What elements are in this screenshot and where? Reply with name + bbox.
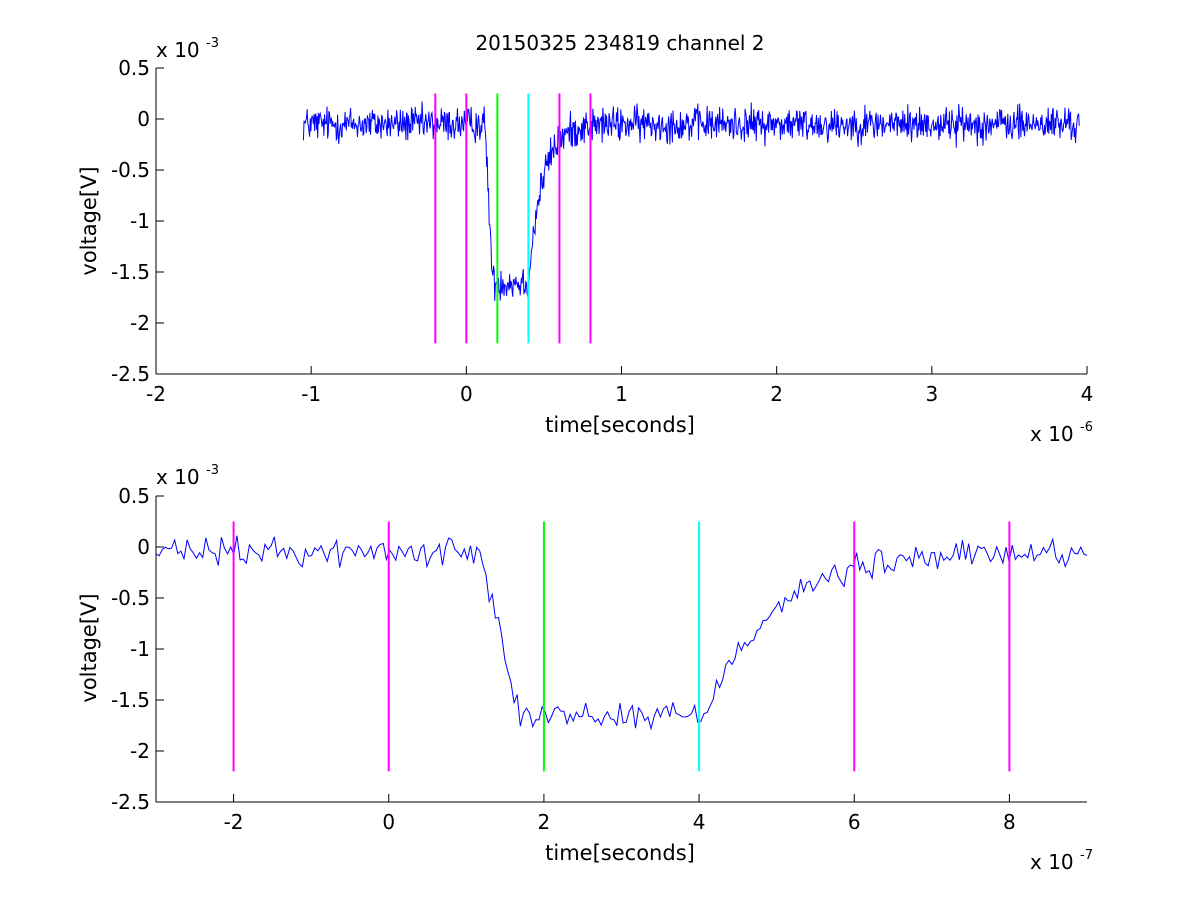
top-y-multiplier: x 10 <box>156 38 200 62</box>
bottom-y-axis-label: voltage[V] <box>77 593 101 702</box>
top-y-tick-label: -1 <box>130 209 150 233</box>
top-x-tick-label: -1 <box>301 382 321 406</box>
bottom-x-tick-label: 4 <box>693 810 706 834</box>
bottom-y-tick-label: -2.5 <box>111 790 150 814</box>
bottom-x-tick-label: 8 <box>1003 810 1016 834</box>
bottom-y-tick-label: -1.5 <box>111 688 150 712</box>
bottom-x-tick-label: 2 <box>538 810 551 834</box>
top-y-tick-label: 0.5 <box>118 56 150 80</box>
bottom-x-exponent: -7 <box>1080 848 1093 863</box>
bottom-y-tick-label: 0.5 <box>118 484 150 508</box>
top-y-tick-label: -2 <box>130 311 150 335</box>
bottom-x-tick-label: 6 <box>848 810 861 834</box>
top-y-axis-label: voltage[V] <box>77 166 101 275</box>
top-x-tick-label: 2 <box>770 382 783 406</box>
bottom-axes-layer <box>155 496 1087 803</box>
top-y-exponent: -3 <box>206 36 219 51</box>
bottom-marker-layer <box>232 521 1011 772</box>
top-x-axis-label: time[seconds] <box>545 413 695 437</box>
top-y-tick-label: -2.5 <box>111 362 150 386</box>
top-x-tick-label: 4 <box>1081 382 1094 406</box>
top-y-tick-label: -1.5 <box>111 260 150 284</box>
bottom-y-tick-label: -1 <box>130 637 150 661</box>
bottom-x-tick-label: 0 <box>382 810 395 834</box>
bottom-y-tick-label: 0 <box>137 535 150 559</box>
top-x-tick-label: 0 <box>460 382 473 406</box>
bottom-trace-layer <box>155 535 1088 731</box>
top-x-tick-label: -2 <box>146 382 166 406</box>
bottom-y-multiplier: x 10 <box>156 465 200 489</box>
top-x-exponent-label: x 10 -6 <box>1030 420 1093 446</box>
bottom-tick-layer: -2 0 2 4 6 8 -2.5 -2 -1.5 -1 -0.5 0 0.5 <box>111 484 1016 834</box>
bottom-y-tick-label: -0.5 <box>111 586 150 610</box>
bottom-y-tick-label: -2 <box>130 739 150 763</box>
top-tick-layer: -2 -1 0 1 2 3 4-2.5-2-1.5-1-0.500.5 <box>111 56 1093 406</box>
bottom-signal-trace <box>155 535 1088 731</box>
top-x-tick-label: 3 <box>925 382 938 406</box>
top-y-tick-label: -0.5 <box>111 158 150 182</box>
top-trace-layer <box>302 101 1080 302</box>
top-plot: -2 -1 0 1 2 3 4-2.5-2-1.5-1-0.500.5 time[secon… <box>77 36 1093 446</box>
top-y-tick-label: 0 <box>137 107 150 131</box>
bottom-x-axis-label: time[seconds] <box>545 841 695 865</box>
bottom-y-exponent: -3 <box>206 463 219 478</box>
bottom-x-exponent-label: x 10 -7 <box>1030 848 1093 874</box>
top-x-multiplier: x 10 <box>1030 422 1074 446</box>
top-y-exponent-label: x 10 -3 <box>156 36 219 62</box>
bottom-x-multiplier: x 10 <box>1030 850 1074 874</box>
top-x-tick-label: 1 <box>615 382 628 406</box>
bottom-plot: -2 0 2 4 6 8 -2.5 -2 -1.5 -1 -0.5 0 0.5 time[seconds… <box>77 463 1093 874</box>
bottom-y-exponent-label: x 10 -3 <box>156 463 219 489</box>
bottom-x-tick-label: -2 <box>224 810 244 834</box>
figure-title: 20150325 234819 channel 2 <box>475 31 764 55</box>
top-signal-trace <box>302 101 1080 302</box>
top-marker-layer <box>434 93 592 344</box>
top-x-exponent: -6 <box>1080 420 1093 435</box>
